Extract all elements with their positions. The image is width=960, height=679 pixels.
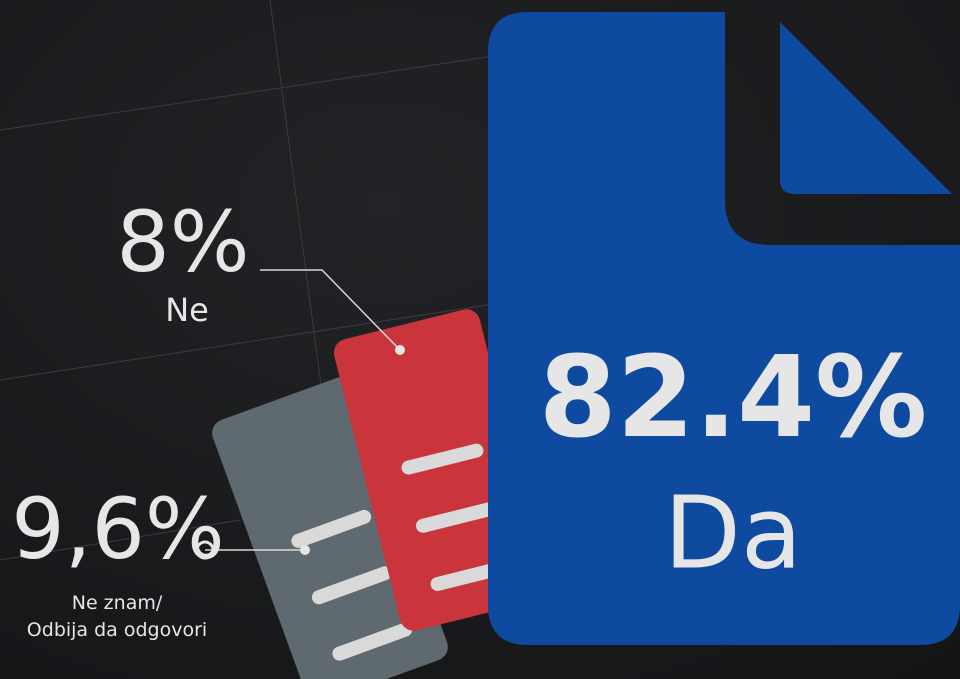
leader-lines [205,269,401,551]
document-line [291,509,372,548]
category-label: Da [664,474,802,591]
document-line [311,566,392,605]
document-line [415,501,498,533]
document-body [212,377,448,679]
document-body [488,12,960,645]
leader-ring [195,540,215,560]
document-line [401,443,484,475]
document-fold [780,22,952,194]
leader-dot [395,345,405,355]
value-label: 82.4% [539,333,928,463]
value-label: 8% [116,193,249,291]
document [212,377,448,679]
document-line [332,622,413,661]
category-label: Ne znam/ Odbija da odgovori [26,592,208,641]
value-label: 9,6% [11,480,224,578]
leader-dot [300,545,310,555]
category-label: Ne [165,291,209,329]
